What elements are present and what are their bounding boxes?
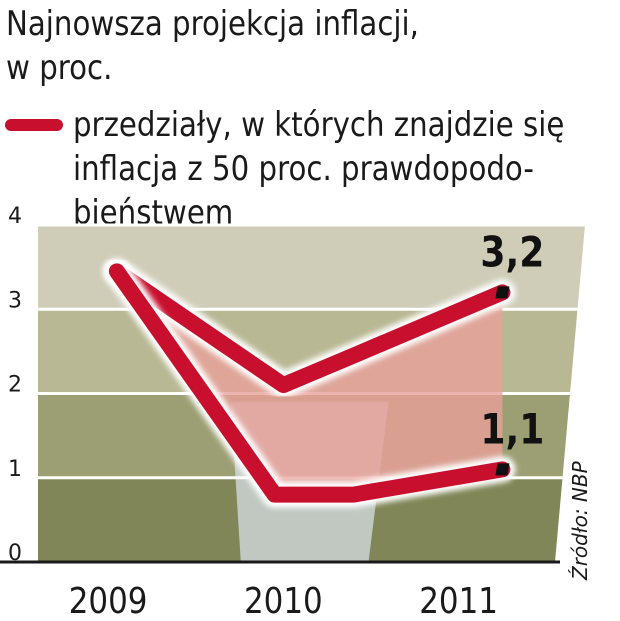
y-tick-label-4: 4	[8, 204, 22, 229]
x-tick-label-2009: 2009	[69, 580, 148, 621]
y-tick-label-2: 2	[8, 373, 22, 398]
y-tick-label-3: 3	[8, 288, 22, 313]
legend-label: przedziały, w których znajdzie się infla…	[73, 103, 564, 235]
x-tick-label-2011: 2011	[419, 580, 498, 621]
upper-end-marker	[495, 286, 510, 299]
lower-series-line	[108, 263, 511, 503]
legend: przedziały, w których znajdzie się infla…	[0, 103, 620, 243]
lower-end-marker	[495, 463, 510, 476]
chart-title: Najnowsza projekcja inflacji, w proc.	[6, 2, 419, 90]
legend-label-line-2: inflacja z 50 proc. prawdopodo-	[73, 149, 534, 189]
chart-title-line-2: w proc.	[6, 48, 113, 88]
x-tick-label-2010: 2010	[244, 580, 323, 621]
plot-band-3	[38, 225, 585, 310]
upper-series-line	[108, 263, 511, 394]
chart-title-line-1: Najnowsza projekcja inflacji,	[6, 4, 419, 44]
y-tick-label-1: 1	[8, 457, 22, 482]
legend-swatch	[5, 119, 63, 131]
y-tick-label-0: 0	[8, 541, 22, 566]
value-label-1: 1,1	[480, 406, 544, 454]
source-note: Źródło: NBP	[568, 461, 592, 580]
legend-label-line-1: przedziały, w których znajdzie się	[73, 105, 565, 145]
value-label-0: 3,2	[480, 229, 544, 277]
